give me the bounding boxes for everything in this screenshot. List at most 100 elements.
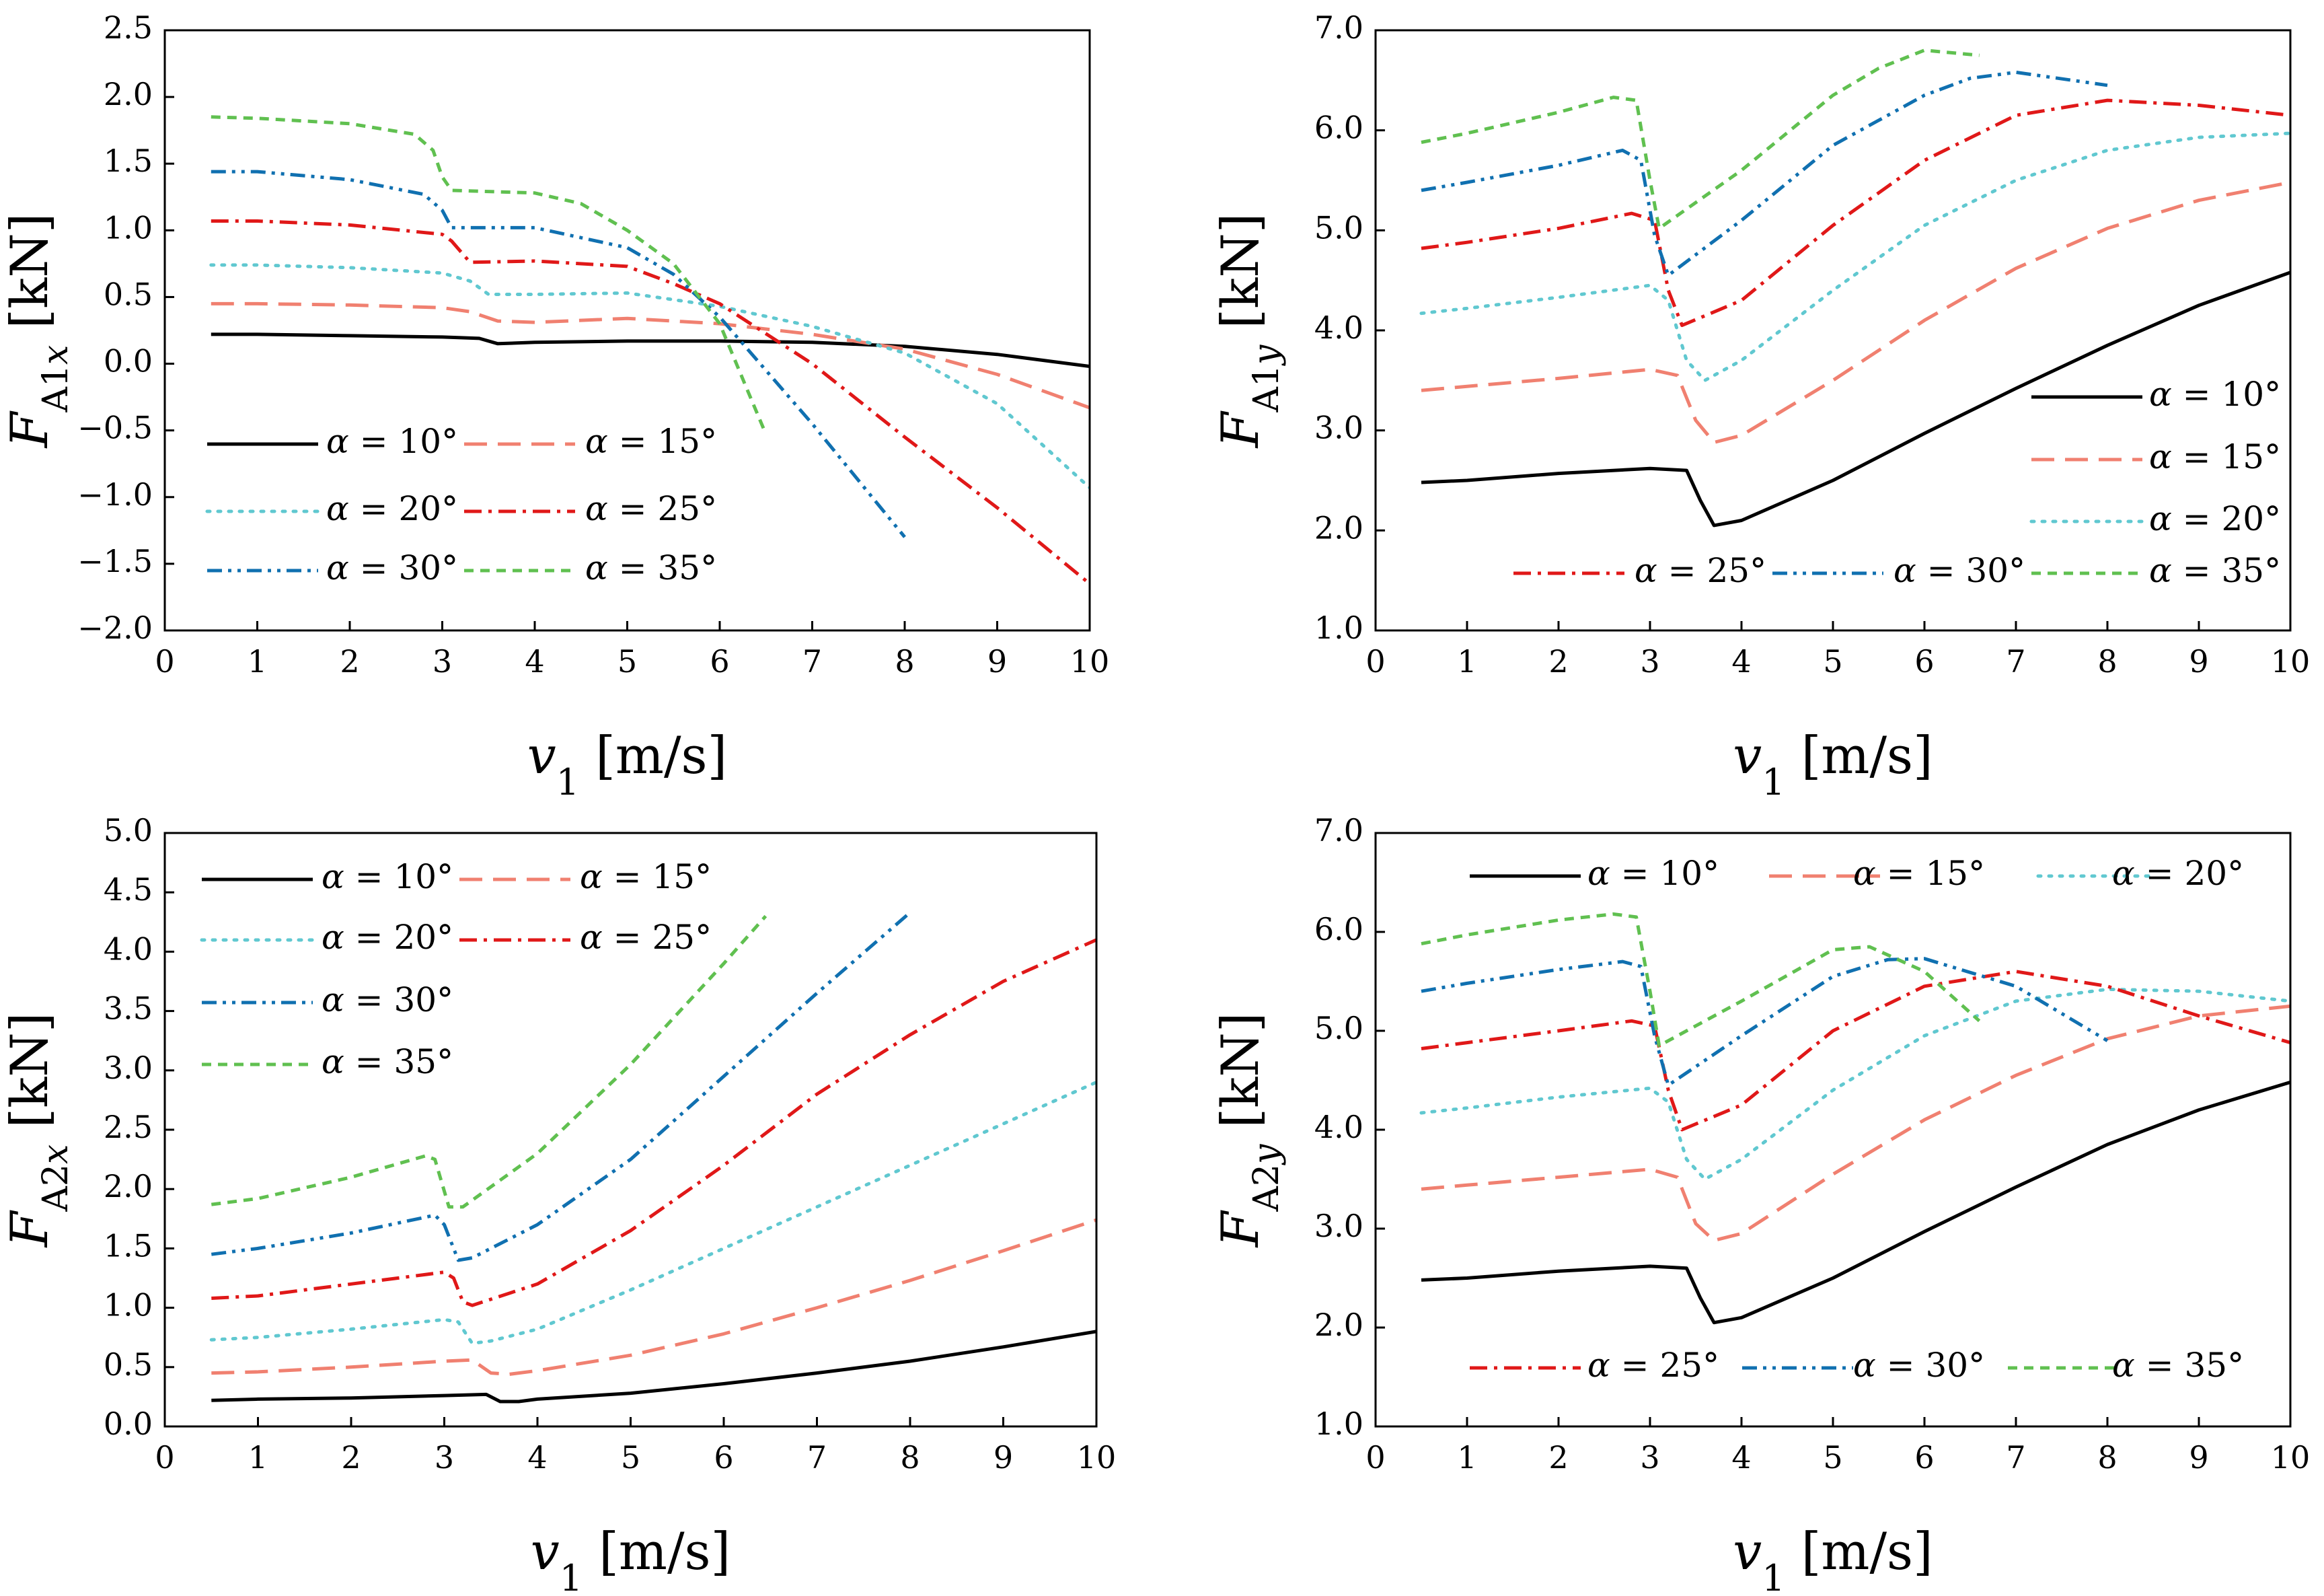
x-tick-label: 7 — [807, 1439, 827, 1476]
legend-label: α = 10° — [326, 422, 458, 461]
y-tick-label: 3.0 — [1314, 1208, 1363, 1244]
legend-label: α = 10° — [1587, 854, 1719, 893]
legend-label: α = 35° — [2112, 1346, 2244, 1385]
y-tick-label: −1.5 — [77, 543, 153, 579]
legend-label: α = 30° — [322, 980, 453, 1019]
y-tick-label: −1.0 — [77, 476, 153, 513]
series-line-3-4 — [211, 938, 1096, 1307]
x-axis-label: v1 [m/s] — [531, 1521, 730, 1596]
y-tick-label: 2.0 — [104, 1168, 153, 1204]
y-tick-label: 3.0 — [104, 1050, 153, 1086]
chart-panel-3: 0 1 2 3 4 5 6 7 8 9 10 0.0 0.5 1.0 1.5 2.0 2.5 3.0 3.5 4.0 4… — [0, 812, 1116, 1596]
legend-label: α = 30° — [1853, 1346, 1985, 1385]
series-line-4-2 — [1421, 1004, 2290, 1243]
y-tick-label: 2.0 — [104, 76, 153, 112]
x-tick-label: 8 — [895, 643, 914, 680]
y-tick-label: 1.0 — [1314, 610, 1363, 646]
legend-label: α = 10° — [322, 857, 453, 896]
x-tick-label: 7 — [2006, 1439, 2025, 1476]
legend-label: α = 35° — [2149, 551, 2281, 590]
series-line-4-4 — [1421, 970, 2290, 1132]
y-tick-label: 3.0 — [1314, 410, 1363, 446]
legend-label: α = 30° — [1894, 551, 2025, 590]
series-line-2-5 — [1421, 70, 2108, 277]
y-tick-label: 1.0 — [1314, 1406, 1363, 1442]
series-line-2-4 — [1421, 98, 2290, 328]
chart-panel-2: 0 1 2 3 4 5 6 7 8 9 10 1.0 2.0 3.0 4.0 5.0 6.0 7.0 v1 [m/s… — [1210, 9, 2310, 803]
y-tick-label: 2.0 — [1314, 1307, 1363, 1343]
x-axis-label: v1 [m/s] — [1733, 1521, 1933, 1596]
x-tick-label: 9 — [2189, 1439, 2208, 1476]
legend: α = 10° α = 15° α = 20° α = 25° α = 30° α = 3… — [205, 422, 717, 587]
x-tick-label: 10 — [1077, 1439, 1117, 1476]
series-line-3-5 — [211, 911, 911, 1262]
x-tick-label: 8 — [2097, 643, 2117, 680]
x-tick-label: 9 — [994, 1439, 1013, 1476]
legend-label: α = 20° — [2112, 854, 2244, 893]
legend-label: α = 10° — [2149, 375, 2281, 414]
series-line-3-1 — [211, 1330, 1096, 1404]
series-line-2-6 — [1421, 48, 1980, 230]
x-tick-label: 7 — [2006, 643, 2025, 680]
legend: α = 10° α = 15° α = 20° α = 25° α = 30° α = 3… — [1470, 854, 2244, 1385]
y-tick-label: 4.0 — [1314, 1109, 1363, 1145]
y-axis-label: FA1x [kN] — [0, 213, 76, 449]
y-tick-label: 0.0 — [104, 343, 153, 379]
x-tick-label: 2 — [341, 1439, 361, 1476]
x-tick-label: 4 — [525, 643, 544, 680]
x-tick-label: 1 — [1457, 1439, 1476, 1476]
y-axis-label: FA2x [kN] — [0, 1013, 76, 1249]
x-tick-label: 9 — [2189, 643, 2208, 680]
y-tick-label: 2.5 — [104, 9, 153, 46]
x-tick-label: 0 — [155, 643, 174, 680]
legend-label: α = 15° — [2149, 437, 2281, 476]
x-tick-label: 5 — [621, 1439, 640, 1476]
series-line-4-6 — [1421, 912, 1981, 1048]
y-tick-label: 0.5 — [104, 276, 153, 312]
x-tick-label: 8 — [2097, 1439, 2117, 1476]
x-tick-label: 1 — [1457, 643, 1476, 680]
series-line-3-6 — [211, 914, 767, 1209]
x-axis-label: v1 [m/s] — [1733, 725, 1933, 803]
series-line-1-3 — [209, 263, 1090, 490]
y-tick-label: 7.0 — [1314, 812, 1363, 848]
series-line-4-5 — [1421, 957, 2109, 1087]
series-line-2-1 — [1421, 270, 2290, 528]
y-tick-label: 3.5 — [104, 990, 153, 1027]
legend-label: α = 15° — [585, 422, 717, 461]
y-tick-label: 5.0 — [1314, 1010, 1363, 1046]
x-tick-label: 3 — [433, 643, 452, 680]
x-tick-label: 7 — [802, 643, 822, 680]
x-tick-label: 1 — [248, 1439, 268, 1476]
series-line-4-1 — [1421, 1081, 2290, 1325]
x-tick-label: 6 — [714, 1439, 733, 1476]
y-tick-label: 1.5 — [104, 143, 153, 179]
series-line-3-2 — [211, 1218, 1096, 1376]
series-line-1-6 — [211, 115, 768, 435]
chart-panel-1: 0 1 2 3 4 5 6 7 8 9 10 −2.0 −1.5 −1.0 −0.5 0.0 0.5 1.0 1.5… — [0, 9, 1109, 803]
legend-label: α = 30° — [326, 548, 458, 587]
series-line-1-4 — [211, 219, 1090, 585]
y-tick-label: 1.0 — [104, 209, 153, 246]
legend-label: α = 25° — [580, 918, 712, 957]
y-tick-label: 2.0 — [1314, 509, 1363, 546]
legend-label: α = 15° — [1853, 854, 1985, 893]
plot-frame — [1374, 832, 2292, 1428]
series-line-2-2 — [1421, 180, 2290, 444]
x-tick-label: 6 — [710, 643, 729, 680]
legend-label: α = 25° — [1635, 551, 1766, 590]
legend-label: α = 35° — [585, 548, 717, 587]
y-tick-label: 0.0 — [104, 1406, 153, 1442]
y-tick-label: 5.0 — [104, 812, 153, 848]
legend-label: α = 20° — [322, 918, 453, 957]
x-tick-label: 2 — [340, 643, 359, 680]
plot-frame — [163, 29, 1091, 632]
x-tick-label: 6 — [1914, 643, 1934, 680]
x-tick-label: 4 — [527, 1439, 547, 1476]
y-tick-label: 5.0 — [1314, 209, 1363, 246]
x-tick-label: 0 — [1365, 1439, 1385, 1476]
x-tick-label: 0 — [155, 1439, 174, 1476]
y-tick-label: 6.0 — [1314, 110, 1363, 146]
y-tick-label: 1.0 — [104, 1287, 153, 1323]
